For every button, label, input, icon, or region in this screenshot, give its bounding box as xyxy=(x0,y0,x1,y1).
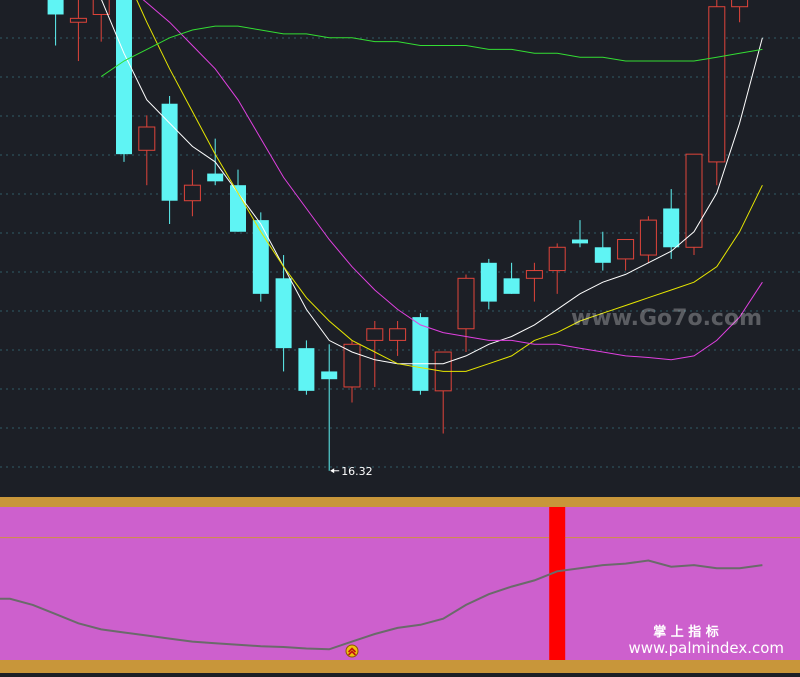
candle xyxy=(183,169,201,217)
moving-average-line xyxy=(100,25,763,78)
candle xyxy=(708,0,726,186)
candle-body xyxy=(47,0,64,15)
candle-body xyxy=(663,208,680,248)
candle xyxy=(92,0,110,42)
candle xyxy=(594,231,611,271)
candle-body xyxy=(548,246,566,272)
candle-body xyxy=(138,126,156,151)
candle-body xyxy=(639,219,657,256)
candle xyxy=(663,189,680,259)
candle xyxy=(343,340,361,403)
candle xyxy=(525,262,543,302)
candle xyxy=(366,321,384,387)
moving-average-line xyxy=(136,0,763,372)
candle xyxy=(639,216,657,263)
candle-body xyxy=(412,317,429,391)
candle xyxy=(321,344,338,471)
low-price-label: 16.32 xyxy=(341,465,373,478)
candle-body xyxy=(708,6,726,163)
low-price-arrowhead xyxy=(330,468,335,474)
candle xyxy=(685,153,703,256)
candle xyxy=(69,0,87,62)
candle xyxy=(389,321,407,356)
candle xyxy=(275,255,292,372)
candle-body xyxy=(572,239,588,244)
watermark-cn: 掌 上 指 标 xyxy=(653,624,719,640)
candle-body xyxy=(321,371,338,380)
candle xyxy=(572,220,588,248)
moving-average-line xyxy=(142,0,763,361)
candle-body xyxy=(389,328,407,341)
buy-signal-chevron xyxy=(347,650,357,656)
candle-body xyxy=(480,262,497,302)
candle xyxy=(161,95,178,224)
watermark-url: www.palmindex.com xyxy=(628,639,784,657)
candle xyxy=(617,239,635,271)
buy-signal-chevron xyxy=(347,647,357,653)
candle-body xyxy=(183,184,201,202)
candle xyxy=(252,212,269,302)
candle-body xyxy=(731,0,749,8)
candle-body xyxy=(230,185,246,232)
candle xyxy=(298,340,315,395)
moving-average-lines xyxy=(100,0,763,372)
candle-body xyxy=(503,278,520,294)
candle-body xyxy=(207,173,224,182)
candle xyxy=(548,243,566,294)
moving-average-line xyxy=(101,0,763,365)
candle-body xyxy=(617,239,635,260)
candle-body xyxy=(343,343,361,388)
candle xyxy=(230,169,246,232)
candle-body xyxy=(366,328,384,341)
candle-body xyxy=(275,278,292,349)
buy-signal-icon xyxy=(345,644,359,658)
candle xyxy=(503,262,520,294)
candle-body xyxy=(457,277,475,330)
price-grid xyxy=(0,37,800,468)
candle-body xyxy=(525,270,543,279)
candle-body xyxy=(92,0,110,15)
candle-body xyxy=(161,103,178,201)
candle xyxy=(412,313,429,395)
candle xyxy=(47,0,64,46)
annotations-layer: 16.32 xyxy=(330,465,373,478)
candle xyxy=(731,0,749,23)
candle-body xyxy=(69,17,87,23)
indicator-line xyxy=(0,559,763,651)
candle xyxy=(138,115,156,186)
candle xyxy=(116,0,132,162)
candle-body xyxy=(594,247,611,263)
candle-body xyxy=(116,0,132,155)
indicator-panel xyxy=(0,497,800,673)
indicator-content xyxy=(0,507,800,660)
candle-body xyxy=(685,153,703,248)
indicator-signal-bar xyxy=(549,507,566,660)
watermark-top: www.Go7o.com xyxy=(571,306,762,331)
candle-body xyxy=(298,348,315,391)
candle xyxy=(457,274,475,353)
candle xyxy=(480,258,497,310)
